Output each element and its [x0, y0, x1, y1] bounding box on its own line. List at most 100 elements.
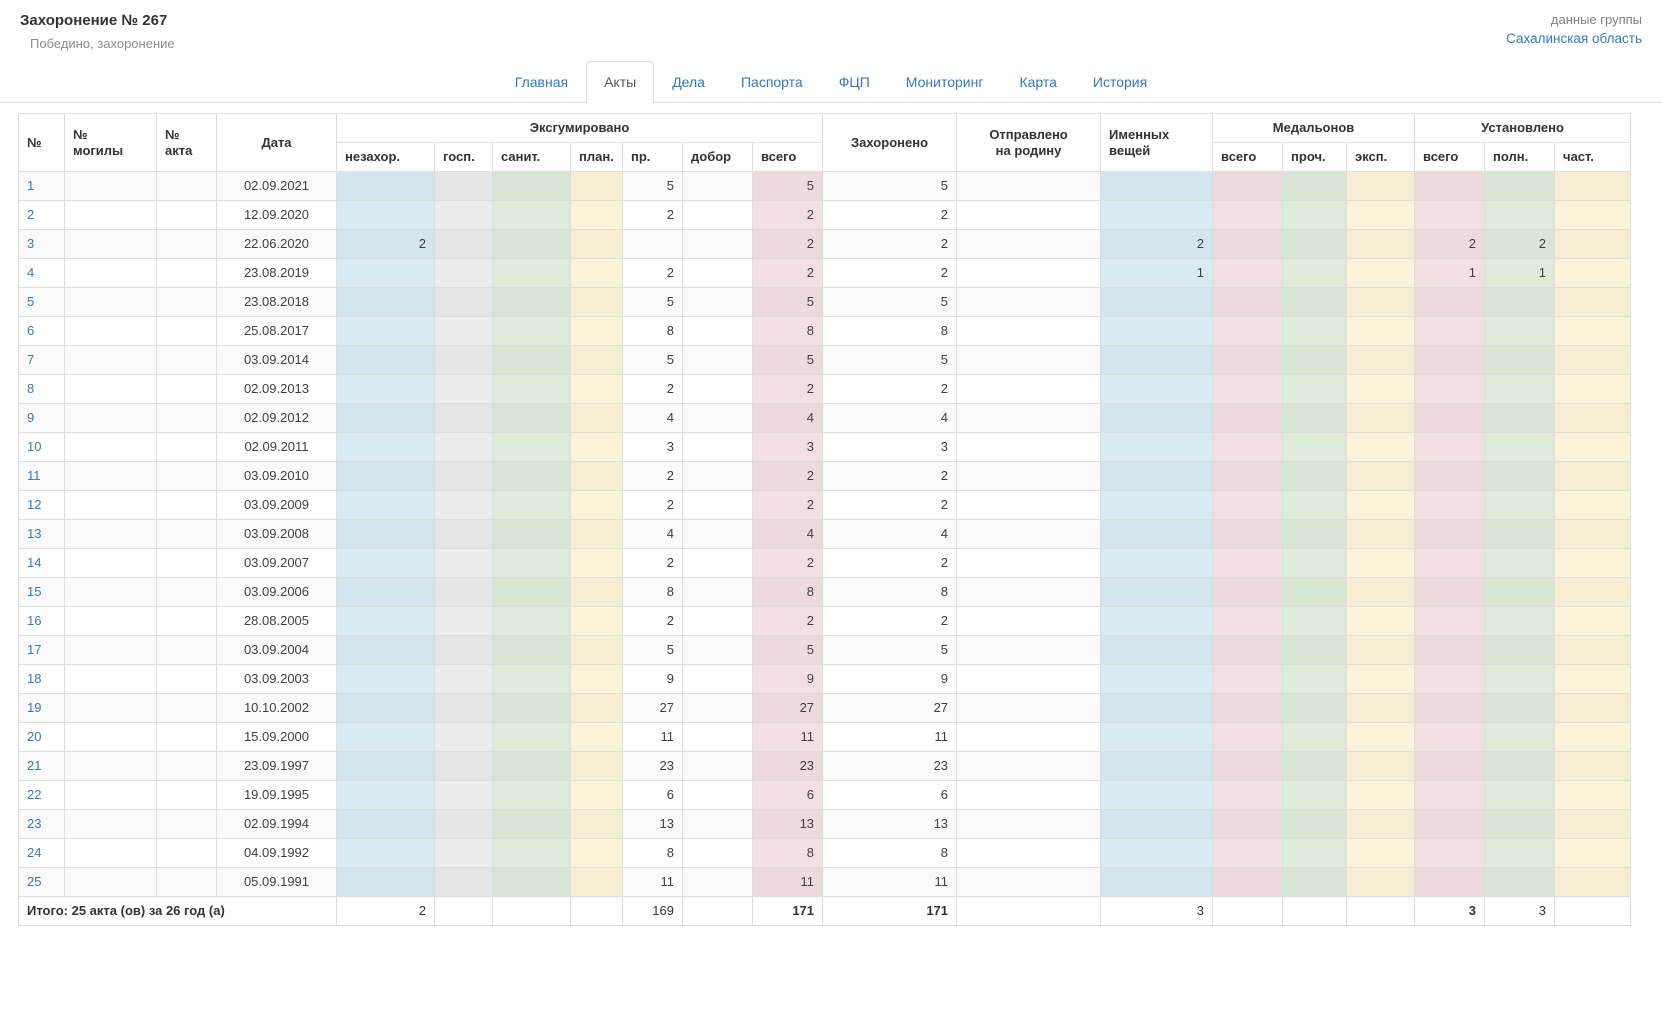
cell-n[interactable]: 1 — [18, 171, 65, 201]
tab-history[interactable]: История — [1092, 74, 1148, 90]
cell-act-no — [156, 229, 217, 259]
tab-monitoring[interactable]: Мониторинг — [905, 74, 984, 90]
col-header-sanit: санит. — [492, 142, 571, 172]
cell-med-vsego — [1212, 316, 1284, 346]
cell-pr: 5 — [622, 171, 683, 201]
cell-inst-vsego — [1414, 722, 1486, 752]
cell-grave-no — [64, 548, 157, 578]
cell-sent-home — [956, 751, 1102, 781]
tab-cases[interactable]: Дела — [672, 74, 705, 90]
cell-act-no — [156, 780, 217, 810]
cell-buried: 8 — [822, 316, 958, 346]
cell-n[interactable]: 25 — [18, 867, 65, 897]
cell-pr: 5 — [622, 287, 683, 317]
cell-inst-poln — [1484, 171, 1556, 201]
cell-n[interactable]: 9 — [18, 403, 65, 433]
cell-date: 03.09.2014 — [216, 345, 337, 375]
tab-fcp[interactable]: ФЦП — [838, 74, 870, 90]
cell-n[interactable]: 7 — [18, 345, 65, 375]
cell-inst-poln — [1484, 722, 1556, 752]
cell-sanit — [492, 229, 571, 259]
table-row: 19 10.10.2002 27 27 27 — [18, 693, 1632, 723]
page-header: Захоронение № 267 Победино, захоронение … — [0, 0, 1662, 51]
cell-date: 03.09.2004 — [216, 635, 337, 665]
cell-med-proch — [1282, 432, 1348, 462]
cell-n[interactable]: 20 — [18, 722, 65, 752]
cell-n[interactable]: 12 — [18, 490, 65, 520]
cell-n[interactable]: 17 — [18, 635, 65, 665]
tab-map[interactable]: Карта — [1019, 74, 1057, 90]
cell-med-exp — [1346, 519, 1416, 549]
cell-n[interactable]: 18 — [18, 664, 65, 694]
cell-n[interactable]: 8 — [18, 374, 65, 404]
cell-n[interactable]: 23 — [18, 809, 65, 839]
cell-vsego: 9 — [751, 664, 824, 694]
cell-n[interactable]: 13 — [18, 519, 65, 549]
cell-n[interactable]: 16 — [18, 606, 65, 636]
cell-n[interactable]: 22 — [18, 780, 65, 810]
cell-med-exp — [1346, 461, 1416, 491]
cell-gosp — [434, 519, 493, 549]
cell-buried: 8 — [822, 577, 958, 607]
cell-named-things — [1100, 577, 1214, 607]
cell-nezahor — [336, 693, 435, 723]
cell-dobor — [682, 867, 753, 897]
cell-named-things: 1 — [1100, 258, 1214, 288]
cell-med-vsego — [1212, 490, 1284, 520]
cell-n[interactable]: 4 — [18, 258, 65, 288]
cell-plan — [570, 200, 623, 230]
cell-date: 03.09.2007 — [216, 548, 337, 578]
cell-n[interactable]: 3 — [18, 229, 65, 259]
cell-n[interactable]: 24 — [18, 838, 65, 868]
cell-act-no — [156, 258, 217, 288]
cell-sanit — [492, 461, 571, 491]
cell-n[interactable]: 11 — [18, 461, 65, 491]
cell-nezahor — [336, 490, 435, 520]
cell-act-no — [156, 490, 217, 520]
cell-dobor — [682, 287, 753, 317]
cell-med-exp — [1346, 867, 1416, 897]
cell-inst-vsego — [1414, 287, 1486, 317]
cell-plan — [570, 171, 623, 201]
cell-n[interactable]: 21 — [18, 751, 65, 781]
cell-dobor — [682, 258, 753, 288]
cell-buried: 5 — [822, 287, 958, 317]
cell-n[interactable]: 19 — [18, 693, 65, 723]
cell-vsego: 2 — [751, 606, 824, 636]
cell-named-things — [1100, 461, 1214, 491]
cell-n[interactable]: 2 — [18, 200, 65, 230]
cell-n[interactable]: 14 — [18, 548, 65, 578]
cell-gosp — [434, 258, 493, 288]
cell-gosp — [434, 838, 493, 868]
cell-gosp — [434, 171, 493, 201]
cell-plan — [570, 403, 623, 433]
cell-sanit — [492, 200, 571, 230]
cell-n[interactable]: 15 — [18, 577, 65, 607]
cell-inst-poln — [1484, 432, 1556, 462]
cell-named-things — [1100, 200, 1214, 230]
tab-acts[interactable]: Акты — [586, 61, 655, 103]
cell-vsego: 11 — [751, 722, 824, 752]
cell-vsego: 2 — [751, 229, 824, 259]
cell-buried: 4 — [822, 519, 958, 549]
cell-inst-vsego — [1414, 374, 1486, 404]
cell-named-things — [1100, 838, 1214, 868]
cell-gosp — [434, 606, 493, 636]
tab-passports[interactable]: Паспорта — [740, 74, 803, 90]
cell-med-exp — [1346, 664, 1416, 694]
cell-sanit — [492, 374, 571, 404]
cell-n[interactable]: 5 — [18, 287, 65, 317]
cell-inst-vsego — [1414, 809, 1486, 839]
cell-pr: 5 — [622, 635, 683, 665]
cell-med-exp — [1346, 432, 1416, 462]
cell-inst-poln — [1484, 867, 1556, 897]
cell-n[interactable]: 6 — [18, 316, 65, 346]
cell-inst-vsego — [1414, 519, 1486, 549]
cell-n[interactable]: 10 — [18, 432, 65, 462]
tab-main[interactable]: Главная — [514, 74, 569, 90]
cell-inst-poln: 1 — [1484, 258, 1556, 288]
cell-med-proch — [1282, 490, 1348, 520]
total-buried: 171 — [822, 896, 958, 926]
region-link[interactable]: Сахалинская область — [1506, 31, 1642, 46]
cell-sanit — [492, 867, 571, 897]
